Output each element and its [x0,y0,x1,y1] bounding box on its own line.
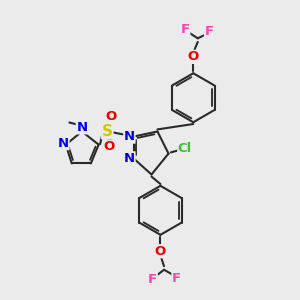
Text: O: O [188,50,199,63]
Text: F: F [148,273,157,286]
Text: N: N [124,130,135,143]
Text: F: F [172,272,181,285]
Text: O: O [104,140,115,153]
Text: O: O [155,245,166,258]
Text: N: N [124,152,135,165]
Text: F: F [205,25,214,38]
Text: N: N [58,136,69,150]
Text: N: N [76,121,88,134]
Text: F: F [181,23,190,37]
Text: O: O [105,110,116,123]
Text: Cl: Cl [178,142,192,155]
Text: S: S [102,124,113,139]
